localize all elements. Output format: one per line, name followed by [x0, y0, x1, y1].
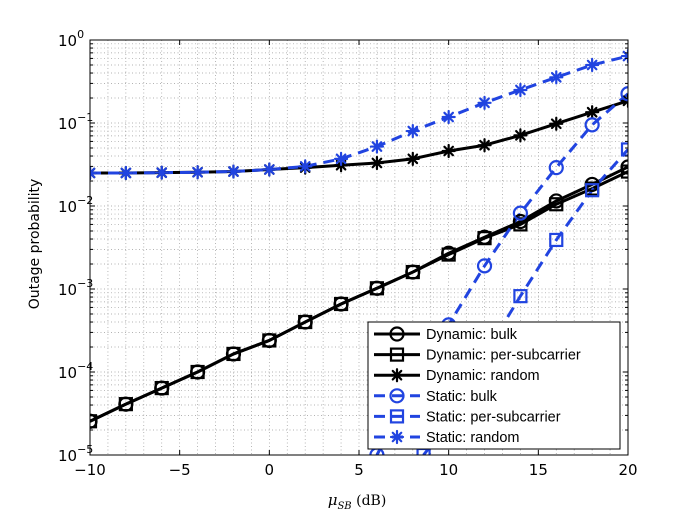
series-2-point	[513, 217, 528, 232]
y-axis-label: Outage probability	[27, 179, 43, 310]
series-4-point	[548, 160, 564, 176]
legend-label: Dynamic: bulk	[426, 327, 518, 343]
x-tick-labels: −10 −5 0 5 10 15 20	[74, 461, 637, 479]
y-tick-label: 100	[58, 28, 84, 50]
series-3-point	[477, 138, 492, 153]
y-tick-label: 10−4	[58, 360, 93, 382]
y-tick-label: 10−3	[58, 277, 93, 299]
series-2-point	[90, 414, 98, 429]
y-tick-labels: 100 10−1 10−2 10−3 10−4 10−5	[58, 28, 93, 465]
series-3-point	[549, 116, 564, 131]
series-6-point	[333, 151, 349, 166]
series-6-point	[477, 95, 492, 110]
x-tick-label: 5	[354, 461, 364, 479]
legend-marker	[389, 409, 405, 424]
series-2-point	[620, 164, 628, 179]
series-2-point	[549, 197, 564, 212]
series-5-point	[620, 142, 628, 157]
series-2-point	[262, 333, 277, 348]
x-tick-label: 15	[529, 461, 548, 479]
series-6-point	[154, 165, 169, 180]
series-6-point	[513, 82, 528, 98]
series-2-point	[441, 247, 456, 262]
legend-marker	[389, 429, 405, 445]
series-3-point	[369, 155, 385, 171]
series-2-point	[405, 264, 420, 280]
series-6-point	[369, 139, 385, 154]
series-6-point	[90, 165, 98, 181]
legend-label: Dynamic: per-subcarrier	[426, 348, 581, 364]
x-tick-label: −10	[74, 461, 106, 479]
series-2-point	[226, 346, 241, 362]
series-line-4	[375, 92, 628, 455]
series-3-point	[441, 143, 456, 159]
series-2-point	[298, 314, 313, 330]
series-6-point	[549, 70, 564, 85]
series-2-point	[190, 364, 205, 380]
series-5-point	[585, 183, 600, 198]
series-6-point	[262, 162, 277, 177]
axis-ticks	[89, 40, 629, 456]
series-2-point	[118, 397, 133, 412]
series-6-point	[405, 123, 420, 139]
series-lines	[90, 54, 628, 455]
legend-marker	[389, 347, 405, 362]
legend-marker	[389, 388, 405, 404]
legend-label: Static: random	[426, 430, 520, 446]
series-5-point	[513, 289, 528, 304]
y-tick-label: 10−2	[58, 194, 93, 216]
legend-label: Static: per-subcarrier	[426, 409, 561, 425]
series-6-point	[585, 57, 600, 73]
legend-label: Static: bulk	[426, 389, 498, 405]
series-4-point	[620, 86, 628, 102]
legend-marker	[389, 368, 405, 383]
legend-box	[367, 321, 621, 450]
series-6-point	[441, 109, 456, 125]
x-tick-label: −5	[169, 461, 191, 479]
x-axis-label: μSB (dB)	[328, 491, 387, 512]
legend-marker	[389, 326, 405, 342]
series-line-3	[90, 99, 628, 175]
series-3-point	[585, 105, 600, 120]
series-line-2	[90, 170, 628, 423]
series-6-point	[298, 159, 313, 174]
series-4-point	[512, 205, 529, 221]
series-line-6	[90, 54, 628, 175]
x-tick-label: 0	[265, 461, 275, 479]
legend: Dynamic: bulk Dynamic: per-subcarrier Dyna…	[367, 321, 621, 450]
series-2-point	[369, 281, 385, 296]
series-6-point	[226, 164, 241, 179]
series-4-point	[584, 117, 600, 133]
x-tick-label: 10	[439, 461, 458, 479]
x-axis-label-unit: (dB)	[352, 493, 387, 509]
series-3-point	[513, 128, 528, 143]
x-tick-label: 20	[618, 461, 637, 479]
series-6-point	[190, 165, 205, 180]
series-2-point	[154, 380, 169, 396]
y-tick-label: 10−5	[58, 443, 93, 465]
legend-label: Dynamic: random	[426, 368, 540, 384]
series-3-point	[405, 151, 420, 166]
x-axis-label-main: μ	[328, 491, 338, 509]
series-4-point	[476, 258, 493, 274]
series-2-point	[477, 231, 492, 246]
series-6-point	[118, 165, 133, 181]
x-axis-label-sub: SB	[337, 501, 351, 512]
series-2-point	[333, 296, 349, 312]
y-tick-label: 10−1	[58, 111, 93, 133]
series-5-point	[549, 232, 564, 248]
